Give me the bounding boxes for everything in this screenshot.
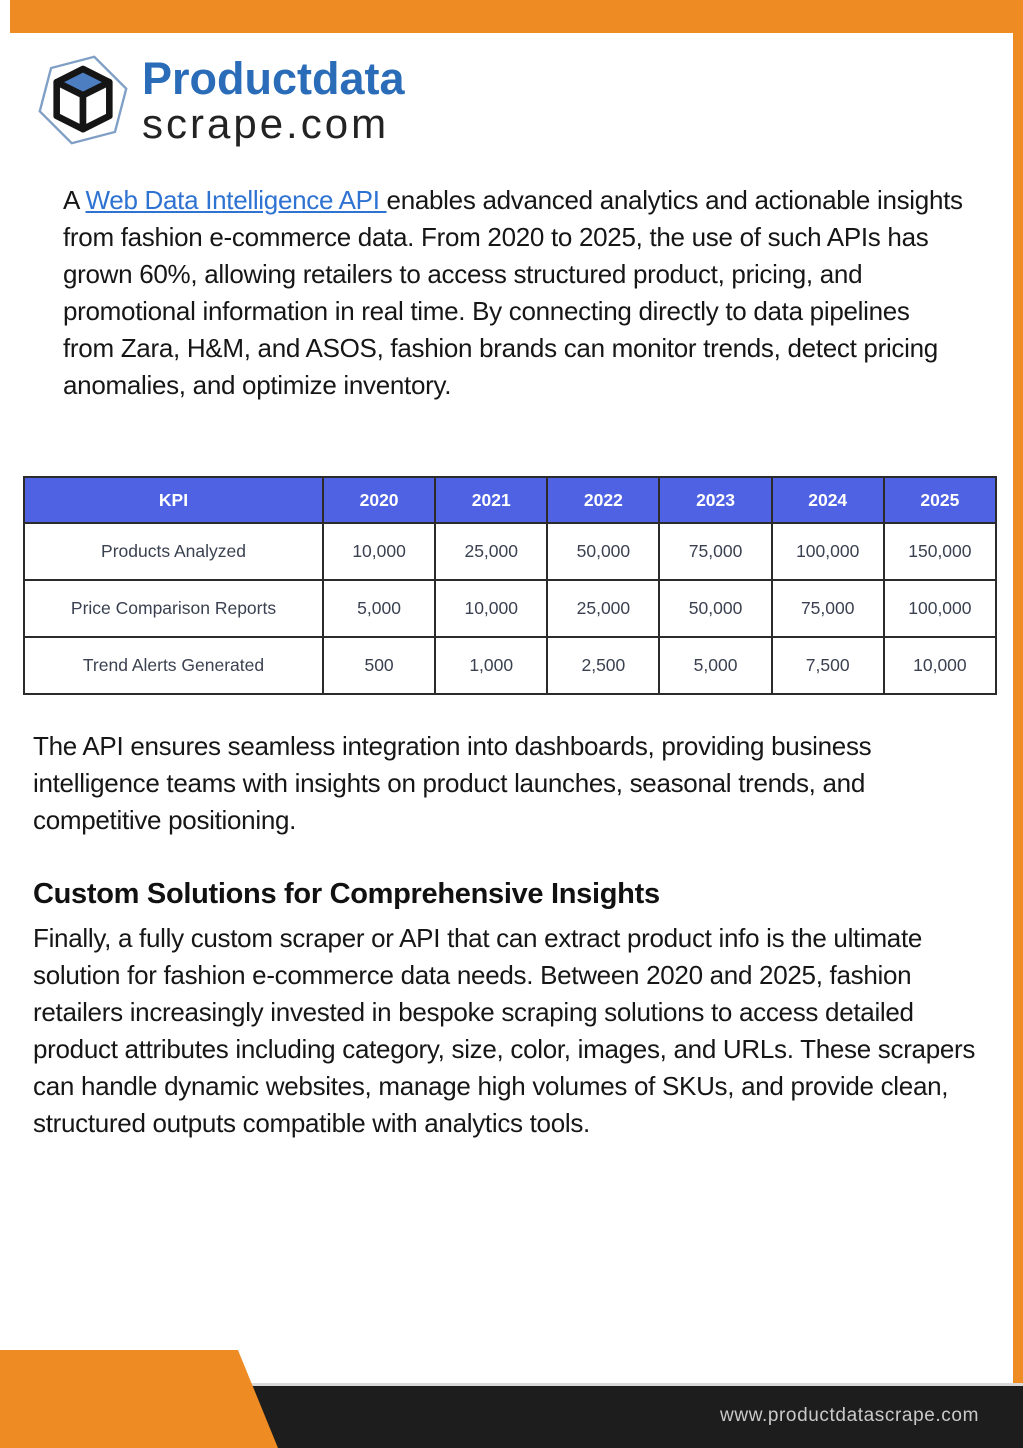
header-2023: 2023 <box>658 476 773 524</box>
table-row: Products Analyzed 10,000 25,000 50,000 7… <box>23 522 998 581</box>
custom-solutions-paragraph: Finally, a fully custom scraper or API t… <box>33 923 976 1138</box>
table-cell: 100,000 <box>770 522 885 581</box>
web-data-intelligence-api-link[interactable]: Web Data Intelligence API <box>85 185 387 215</box>
table-cell: 75,000 <box>658 522 773 581</box>
header-2020: 2020 <box>321 476 437 524</box>
table-cell: 1,000 <box>434 636 549 695</box>
company-logo: Productdata scrape.com <box>36 48 405 152</box>
table-cell: 10,000 <box>321 522 437 581</box>
top-accent-bar <box>10 0 1023 33</box>
right-accent-stripe <box>1013 0 1023 1385</box>
table-cell: 50,000 <box>658 579 773 638</box>
header-kpi: KPI <box>23 476 324 524</box>
table-cell: 2,500 <box>546 636 661 695</box>
kpi-table: KPI 2020 2021 2022 2023 2024 2025 Produc… <box>23 476 998 695</box>
table-cell: 75,000 <box>770 579 885 638</box>
table-cell: 50,000 <box>546 522 661 581</box>
intro-paragraph: A Web Data Intelligence API enables adva… <box>63 182 963 404</box>
table-row: Trend Alerts Generated 500 1,000 2,500 5… <box>23 636 998 695</box>
table-cell: 5,000 <box>658 636 773 695</box>
row-label: Products Analyzed <box>23 522 324 581</box>
row-label: Price Comparison Reports <box>23 579 324 638</box>
table-cell: 7,500 <box>770 636 885 695</box>
intro-prefix: A <box>63 185 86 215</box>
logo-title: Productdata <box>142 52 405 104</box>
table-cell: 5,000 <box>321 579 437 638</box>
header-2024: 2024 <box>770 476 885 524</box>
table-cell: 25,000 <box>546 579 661 638</box>
integration-paragraph: The API ensures seamless integration int… <box>33 731 872 835</box>
table-cell: 150,000 <box>882 522 998 581</box>
logo-text: Productdata scrape.com <box>142 56 405 145</box>
table-row: Price Comparison Reports 5,000 10,000 25… <box>23 579 998 638</box>
footer-website-url: www.productdatascrape.com <box>720 1405 979 1426</box>
table-header-row: KPI 2020 2021 2022 2023 2024 2025 <box>23 476 998 524</box>
table-cell: 10,000 <box>882 636 998 695</box>
header-2022: 2022 <box>546 476 661 524</box>
footer-orange-shape <box>0 1350 278 1448</box>
logo-subtitle: scrape.com <box>142 99 390 147</box>
table-cell: 500 <box>321 636 437 695</box>
table-cell: 100,000 <box>882 579 998 638</box>
section-heading: Custom Solutions for Comprehensive Insig… <box>33 878 660 910</box>
cube-hexagon-icon <box>38 55 128 145</box>
header-2021: 2021 <box>434 476 549 524</box>
table-cell: 25,000 <box>434 522 549 581</box>
row-label: Trend Alerts Generated <box>23 636 324 695</box>
table-cell: 10,000 <box>434 579 549 638</box>
header-2025: 2025 <box>882 476 998 524</box>
intro-body: enables advanced analytics and actionabl… <box>63 185 963 400</box>
